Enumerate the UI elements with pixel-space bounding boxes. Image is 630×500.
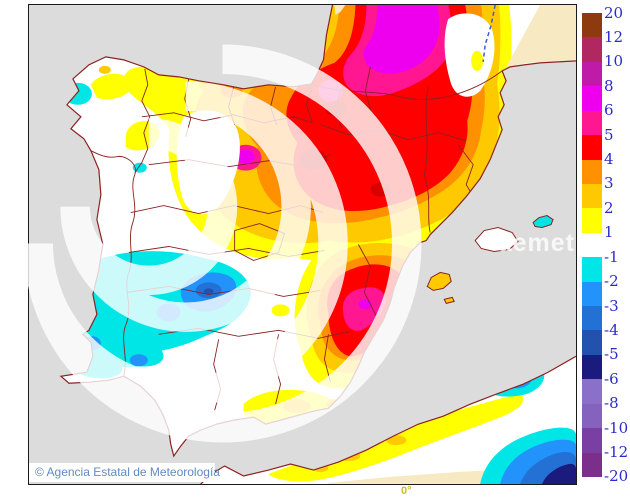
legend-value-label: -20 bbox=[604, 467, 629, 486]
map-canvas: © Agencia Estatal de Meteorología aemet bbox=[23, 4, 577, 485]
legend-swatch bbox=[582, 159, 602, 184]
copyright-text: © Agencia Estatal de Meteorología bbox=[29, 463, 220, 482]
legend-swatch bbox=[582, 13, 602, 38]
legend-value-label: 3 bbox=[604, 174, 614, 193]
legend-value-label: -3 bbox=[604, 296, 619, 315]
africa-coastline bbox=[200, 355, 576, 484]
legend-swatch bbox=[582, 37, 602, 62]
legend-value-label: -1 bbox=[604, 247, 619, 266]
legend-swatch bbox=[582, 208, 602, 233]
legend-value-label: 5 bbox=[604, 125, 614, 144]
legend-swatch bbox=[582, 379, 602, 404]
legend-value-label: -5 bbox=[604, 345, 619, 364]
balearic-islands bbox=[426, 215, 554, 304]
legend-value-label: -8 bbox=[604, 394, 619, 413]
legend-swatch bbox=[582, 257, 602, 282]
africa-landmass bbox=[200, 356, 576, 484]
legend-swatch bbox=[582, 306, 602, 331]
menorca-island bbox=[532, 215, 554, 229]
legend-value-label: 6 bbox=[604, 101, 614, 120]
legend-value-label: -2 bbox=[604, 272, 619, 291]
longitude-tick-label: 0° bbox=[401, 485, 412, 497]
legend-swatch bbox=[582, 232, 602, 258]
legend-value-label: 20 bbox=[604, 3, 624, 22]
legend-swatch bbox=[582, 61, 602, 87]
france-no-data-area bbox=[506, 5, 576, 67]
legend-value-label: -12 bbox=[604, 443, 629, 462]
legend-value-label: 8 bbox=[604, 76, 614, 95]
legend-swatch bbox=[582, 354, 602, 380]
legend-swatch bbox=[582, 86, 602, 111]
iberia-temperature-anomaly-map bbox=[29, 5, 576, 484]
legend-value-label: 2 bbox=[604, 198, 614, 217]
legend-swatch bbox=[582, 428, 602, 453]
legend-value-label: 12 bbox=[604, 27, 624, 46]
legend-swatch bbox=[582, 452, 602, 477]
data-boundary-dashed-line bbox=[482, 5, 496, 62]
legend-value-label: 1 bbox=[604, 223, 614, 242]
legend-swatch bbox=[582, 110, 602, 136]
legend-value-label: -4 bbox=[604, 320, 619, 339]
legend-swatch bbox=[582, 281, 602, 307]
legend-value-label: -6 bbox=[604, 369, 619, 388]
legend-value-label: 4 bbox=[604, 150, 614, 169]
legend-swatch bbox=[582, 135, 602, 160]
formentera-island bbox=[443, 296, 455, 304]
legend-value-label: -10 bbox=[604, 418, 629, 437]
mallorca-island bbox=[474, 227, 519, 252]
legend-swatch bbox=[582, 330, 602, 355]
legend-swatch bbox=[582, 403, 602, 429]
legend-value-label: 10 bbox=[604, 52, 624, 71]
ibiza-island bbox=[426, 271, 452, 291]
legend-swatch bbox=[582, 183, 602, 209]
